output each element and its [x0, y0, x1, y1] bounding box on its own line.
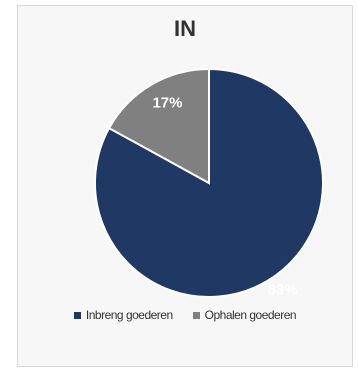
slice-label-inbreng: 83%: [268, 282, 298, 299]
legend-item-inbreng: Inbreng goederen: [73, 308, 173, 322]
legend-swatch-ophalen: [192, 311, 200, 319]
pie-chart: 83% 17%: [94, 67, 324, 299]
legend-label-inbreng: Inbreng goederen: [85, 308, 173, 322]
legend-label-ophalen: Ophalen goederen: [204, 308, 297, 322]
legend-item-ophalen: Ophalen goederen: [192, 308, 297, 322]
chart-frame: IN 83% 17% Inbreng goederen Ophalen goede…: [17, 5, 353, 367]
chart-title: IN: [174, 16, 196, 41]
legend-swatch-inbreng: [73, 311, 81, 319]
legend: Inbreng goederen Ophalen goederen: [18, 308, 352, 322]
slice-ophalen: [107, 67, 210, 185]
slice-label-ophalen: 17%: [152, 94, 182, 111]
